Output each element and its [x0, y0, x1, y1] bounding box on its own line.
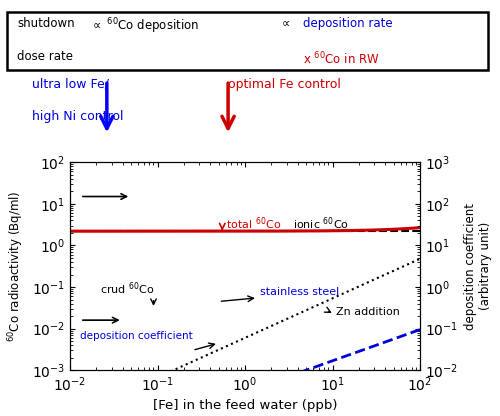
Text: stainless steel: stainless steel	[260, 287, 340, 297]
Y-axis label: deposition coefficient
(arbitrary unit): deposition coefficient (arbitrary unit)	[464, 203, 491, 330]
Text: $\propto$: $\propto$	[279, 17, 290, 30]
Text: optimal Fe control: optimal Fe control	[228, 78, 341, 91]
Text: $\propto$ $^{60}$Co deposition: $\propto$ $^{60}$Co deposition	[90, 17, 199, 36]
Bar	[205, 162, 245, 370]
Text: deposition rate: deposition rate	[304, 17, 393, 30]
Text: high Ni control: high Ni control	[32, 110, 123, 123]
Text: deposition coefficient: deposition coefficient	[80, 332, 192, 342]
Text: crud $^{60}$Co: crud $^{60}$Co	[100, 281, 154, 297]
Text: ionic $^{60}$Co: ionic $^{60}$Co	[292, 215, 348, 232]
Text: ultra low Fe/: ultra low Fe/	[32, 78, 108, 91]
Text: x $^{60}$Co in RW: x $^{60}$Co in RW	[304, 50, 380, 67]
Text: Zn addition: Zn addition	[336, 307, 400, 317]
Bar	[144, 162, 184, 370]
Y-axis label: $^{60}$Co radioactivity (Bq/ml): $^{60}$Co radioactivity (Bq/ml)	[6, 191, 26, 342]
Text: total $^{60}$Co: total $^{60}$Co	[226, 215, 281, 232]
FancyBboxPatch shape	[8, 12, 488, 70]
Text: dose rate: dose rate	[17, 50, 73, 63]
Text: shutdown: shutdown	[17, 17, 75, 30]
X-axis label: [Fe] in the feed water (ppb): [Fe] in the feed water (ppb)	[153, 399, 337, 412]
